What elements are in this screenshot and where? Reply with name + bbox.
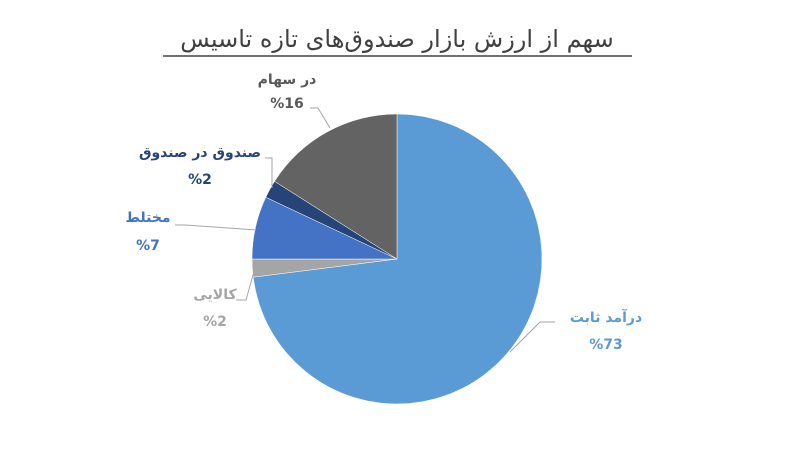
slice-label: در سهام — [258, 72, 317, 88]
leader-line — [175, 224, 257, 231]
slice-label: درآمد ثابت — [570, 308, 642, 326]
chart-title: سهم از ارزش بازار صندوق‌های تازه تاسیس — [180, 25, 613, 53]
slice-value-label: %2 — [188, 172, 212, 188]
slice-label: صندوق در صندوق — [139, 145, 261, 161]
slice-value-label: %16 — [270, 96, 304, 112]
leader-line — [265, 157, 273, 188]
leader-line — [509, 321, 555, 353]
leader-line — [236, 267, 256, 301]
pie-slice — [274, 113, 398, 260]
pie-slice — [252, 113, 543, 405]
slice-label: مختلط — [125, 210, 170, 226]
slice-value-label: %2 — [203, 314, 227, 330]
slice-label: کالایی — [193, 287, 237, 303]
leader-lines — [175, 107, 555, 353]
slice-value-label: %7 — [136, 238, 160, 254]
slice-value-label: %73 — [589, 337, 623, 353]
leader-line — [310, 107, 331, 129]
